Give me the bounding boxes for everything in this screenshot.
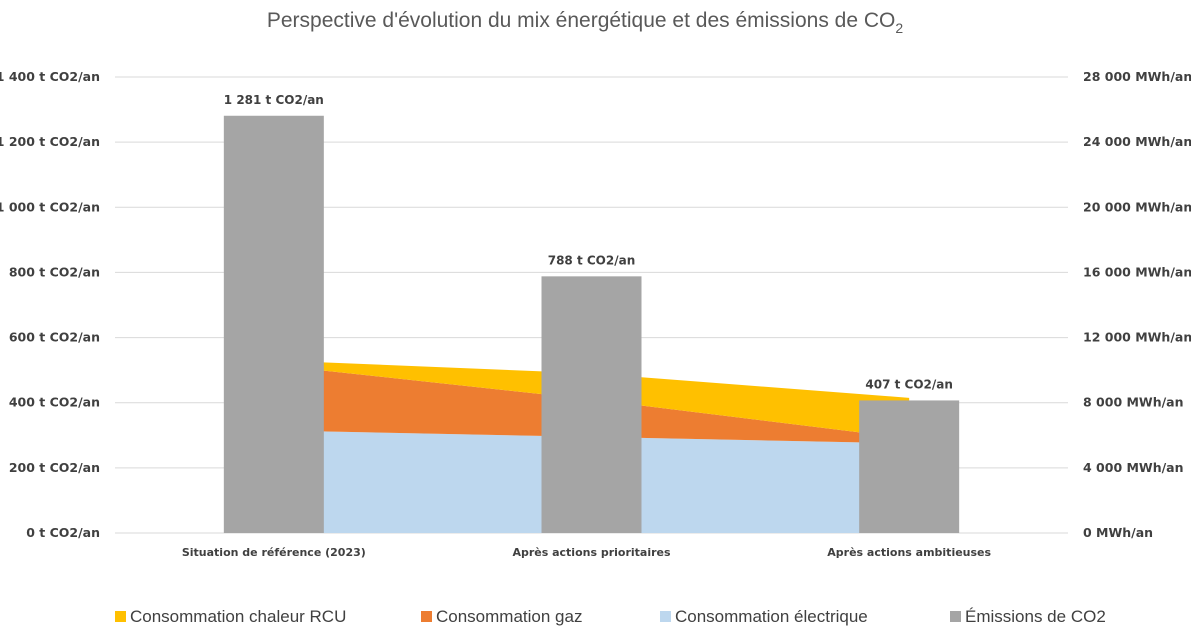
category-labels: Situation de référence (2023) Après actio… xyxy=(182,546,992,559)
legend-label: Émissions de CO2 xyxy=(965,607,1106,626)
right-tick-label: 4 000 MWh/an xyxy=(1083,460,1184,475)
right-tick-label: 20 000 MWh/an xyxy=(1083,199,1191,214)
legend-swatch xyxy=(421,611,432,622)
left-tick-label: 400 t CO2/an xyxy=(9,395,100,410)
left-tick-label: 200 t CO2/an xyxy=(9,460,100,475)
legend-swatch xyxy=(950,611,961,622)
chart-title-main: Perspective d'évolution du mix énergétiq… xyxy=(267,9,896,32)
left-tick-label: 1 200 t CO2/an xyxy=(0,134,100,149)
bar-data-label: 1 281 t CO2/an xyxy=(224,93,324,107)
bar-data-label: 788 t CO2/an xyxy=(548,253,636,267)
bar-data-label: 407 t CO2/an xyxy=(865,377,953,391)
category-label: Après actions ambitieuses xyxy=(827,546,991,559)
legend-label: Consommation électrique xyxy=(675,607,868,626)
legend-swatch xyxy=(660,611,671,622)
bar-emissions xyxy=(859,400,960,533)
legend-label: Consommation gaz xyxy=(436,607,582,626)
right-axis-ticks: 0 MWh/an 4 000 MWh/an 8 000 MWh/an 12 000 M… xyxy=(1083,69,1191,540)
left-tick-label: 1 000 t CO2/an xyxy=(0,199,100,214)
chart-title: Perspective d'évolution du mix énergétiq… xyxy=(267,9,904,36)
right-tick-label: 28 000 MWh/an xyxy=(1083,69,1191,84)
data-labels: 1 281 t CO2/an 788 t CO2/an 407 t CO2/an xyxy=(224,93,953,392)
right-tick-label: 12 000 MWh/an xyxy=(1083,330,1191,345)
right-tick-label: 8 000 MWh/an xyxy=(1083,395,1184,410)
right-tick-label: 24 000 MWh/an xyxy=(1083,134,1191,149)
bar-series xyxy=(223,115,960,533)
category-label: Situation de référence (2023) xyxy=(182,546,366,559)
right-tick-label: 0 MWh/an xyxy=(1083,525,1153,540)
legend-label: Consommation chaleur RCU xyxy=(130,607,346,626)
category-label: Après actions prioritaires xyxy=(512,546,671,559)
right-tick-label: 16 000 MWh/an xyxy=(1083,264,1191,279)
chart-title-subscript: 2 xyxy=(895,20,903,36)
left-tick-label: 1 400 t CO2/an xyxy=(0,69,100,84)
legend: Consommation chaleur RCU Consommation gaz… xyxy=(115,607,1106,626)
left-tick-label: 600 t CO2/an xyxy=(9,330,100,345)
bar-emissions xyxy=(223,115,324,533)
left-tick-label: 800 t CO2/an xyxy=(9,264,100,279)
legend-swatch xyxy=(115,611,126,622)
left-tick-label: 0 t CO2/an xyxy=(26,525,100,540)
bar-emissions xyxy=(541,276,642,533)
left-axis-ticks: 0 t CO2/an 200 t CO2/an 400 t CO2/an 600 t … xyxy=(0,69,100,540)
